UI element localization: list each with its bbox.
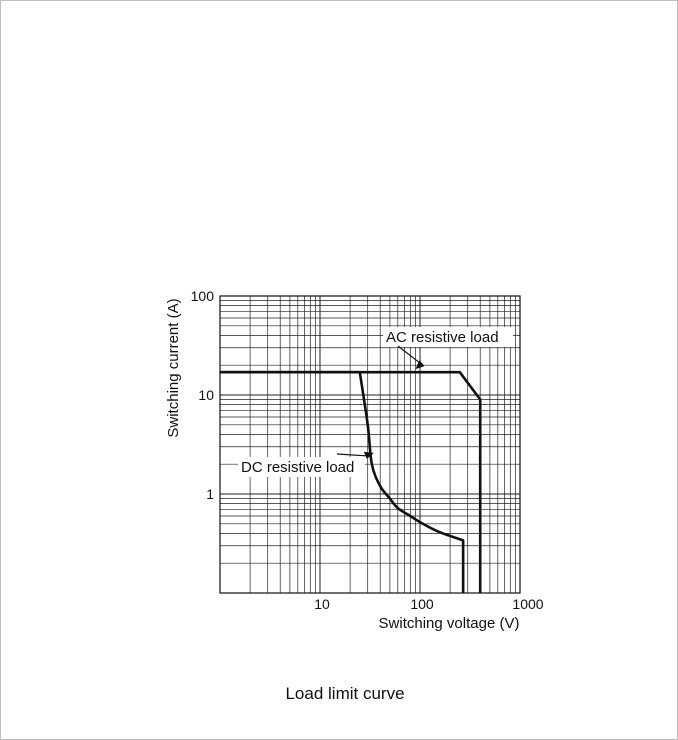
- dc-label-background: [238, 457, 365, 477]
- series-layer: [220, 370, 482, 593]
- dc-resistive-load-line: [220, 370, 465, 593]
- plot-frame: [219, 295, 521, 594]
- figure-caption: Load limit curve: [285, 684, 405, 703]
- y-tick-label: 1: [206, 486, 214, 502]
- ac-label-arrowhead: [415, 360, 425, 370]
- ac-label-background: [383, 327, 513, 347]
- plot-border: [219, 295, 521, 594]
- x-tick-label: 10: [314, 596, 330, 612]
- annotation-layer: AC resistive load DC resistive load: [238, 327, 513, 477]
- dc-resistive-load-label: DC resistive load: [241, 459, 354, 476]
- y-tick-label: 100: [191, 288, 215, 304]
- ac-resistive-load-label: AC resistive load: [386, 329, 499, 346]
- ac-label-arrow: [397, 345, 422, 365]
- y-tick-label: 10: [198, 387, 214, 403]
- dc-label-arrow: [336, 453, 368, 457]
- x-tick-label: 100: [410, 596, 434, 612]
- dc-label-arrowhead: [363, 451, 374, 459]
- x-axis-label: Switching voltage (V): [379, 615, 520, 632]
- y-axis-label: Switching current (A): [165, 298, 182, 437]
- x-tick-label: 1000: [512, 596, 543, 612]
- tick-label-layer: 10 100 1000 1 10 100: [191, 288, 544, 612]
